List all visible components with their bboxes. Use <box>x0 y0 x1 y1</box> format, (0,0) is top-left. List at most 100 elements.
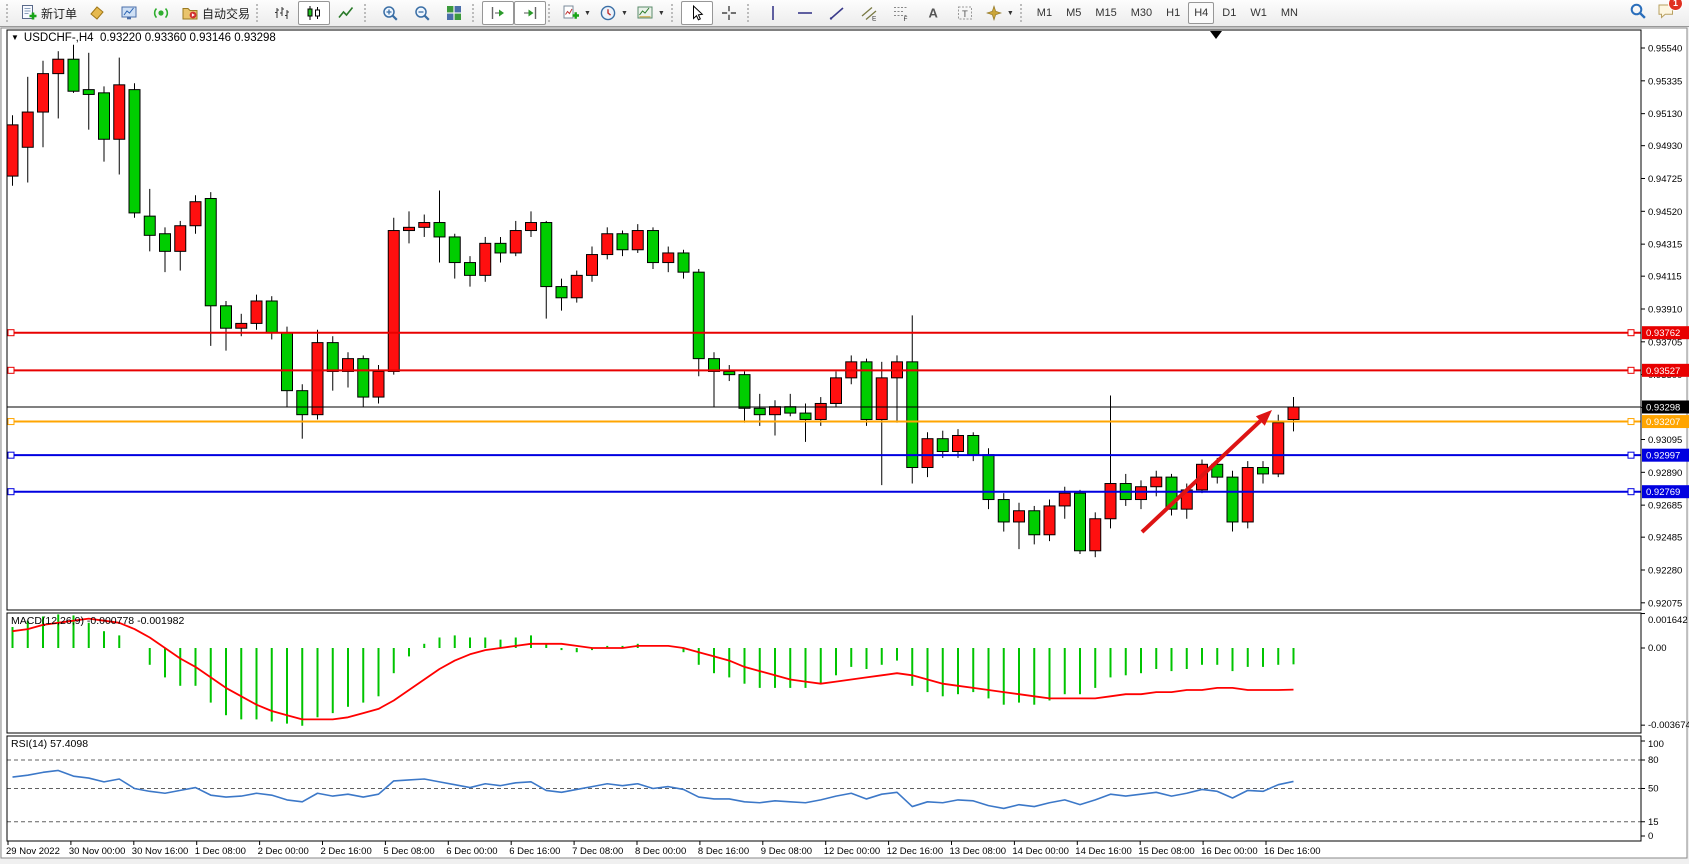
periods-button[interactable]: ▼ <box>595 1 632 25</box>
timeframe-m30-button[interactable]: M30 <box>1130 7 1153 19</box>
timeframe-m15-button[interactable]: M15 <box>1095 7 1117 19</box>
bar-chart-button[interactable] <box>266 1 298 25</box>
chart-shift-button[interactable] <box>514 1 547 25</box>
toolbar-group-handle[interactable] <box>1019 4 1026 22</box>
indicators-button[interactable]: ▼ <box>558 1 595 25</box>
candle <box>860 361 873 420</box>
time-axis-label: 30 Nov 16:00 <box>132 846 189 857</box>
vertical-line-button[interactable] <box>757 1 789 25</box>
candle <box>1241 467 1254 523</box>
line-chart-button[interactable] <box>330 1 362 25</box>
candle <box>1257 467 1269 475</box>
fibonacci-button[interactable]: F <box>885 1 917 25</box>
price-tag <box>1642 326 1689 340</box>
price-tag-label: 0.92997 <box>1646 451 1680 462</box>
candle <box>921 438 934 469</box>
search-button[interactable] <box>1629 2 1647 25</box>
candle <box>1135 486 1147 501</box>
bid-price-line[interactable]: 0.93298 <box>7 400 1689 414</box>
auto-scroll-button[interactable] <box>482 1 515 25</box>
line-handle <box>7 418 15 426</box>
toolbar-group-handle[interactable] <box>472 4 478 22</box>
styles-button[interactable] <box>81 1 113 25</box>
support-line-blue-1[interactable]: 0.92997 <box>7 448 1689 462</box>
search-icon <box>1630 3 1646 19</box>
resistance-line-1[interactable]: 0.93762 <box>7 326 1689 340</box>
price-axis-label: 0.93705 <box>1648 337 1682 348</box>
signals-button[interactable] <box>145 1 177 25</box>
support-line-blue-2[interactable]: 0.92769 <box>7 485 1689 499</box>
chart-canvas[interactable]: 0.95540 0.95335 0.95130 0.94930 0.94725 0.945… <box>0 27 1689 864</box>
rsi-axis-label: 15 <box>1648 817 1659 828</box>
main-price-pane[interactable] <box>6 44 1300 558</box>
cursor-button[interactable] <box>680 1 713 25</box>
rsi-pane[interactable]: 100 80 50 15 0 <box>7 739 1664 842</box>
trend-arrow-annotation[interactable] <box>1140 410 1272 534</box>
candle <box>799 412 812 420</box>
chat-button[interactable]: 1 <box>1657 0 1683 25</box>
time-axis[interactable]: 29 Nov 2022 30 Nov 00:00 30 Nov 16:00 1 Dec… <box>6 841 1321 857</box>
candle <box>448 236 461 264</box>
trendline-button[interactable] <box>821 1 853 25</box>
text-label-button[interactable]: T <box>949 1 981 25</box>
candle <box>281 332 293 392</box>
resistance-line-2[interactable]: 0.93527 <box>7 363 1689 377</box>
toolbar-group-handle[interactable] <box>670 4 677 22</box>
dropdown-caret-icon[interactable]: ▼ <box>1006 9 1014 17</box>
line-handle <box>7 329 15 337</box>
candle <box>814 402 827 420</box>
candle <box>570 274 583 299</box>
candlestick-button[interactable] <box>298 1 331 25</box>
macd-pane[interactable]: 0.001642 0.00 -0.003674 <box>11 613 1689 732</box>
dropdown-caret-icon[interactable]: ▼ <box>620 9 628 17</box>
arrows-button[interactable]: ▼ <box>981 1 1018 25</box>
price-axis-label: 0.92280 <box>1648 565 1682 576</box>
text-button[interactable]: A <box>917 1 949 25</box>
candle <box>159 233 171 252</box>
timeframe-m5-button[interactable]: M5 <box>1066 7 1082 19</box>
toolbar-group-handle[interactable] <box>548 4 554 22</box>
templates-button[interactable]: ▼ <box>632 1 669 25</box>
timeframe-h4-button[interactable]: H4 <box>1188 2 1215 24</box>
zoom-out-button[interactable] <box>406 1 438 25</box>
support-line-orange[interactable]: 0.93207 <box>7 415 1689 429</box>
time-axis-label: 16 Dec 00:00 <box>1201 846 1258 857</box>
tile-windows-button[interactable] <box>438 1 470 25</box>
new-order-button[interactable]: 新订单 <box>16 1 81 25</box>
price-tag-label: 0.93762 <box>1646 328 1680 339</box>
channel-button[interactable]: E <box>853 1 885 25</box>
chart-shift-marker-icon[interactable] <box>1210 31 1222 39</box>
macd-axis-label: 0.00 <box>1648 643 1667 654</box>
crosshair-button[interactable] <box>713 1 745 25</box>
toolbar-group-handle[interactable] <box>256 4 262 22</box>
toolbar-group-handle[interactable] <box>6 4 12 22</box>
time-axis-label: 14 Dec 00:00 <box>1012 846 1069 857</box>
timeframe-w1-button[interactable]: W1 <box>1250 7 1267 19</box>
candles-layer <box>6 44 1300 558</box>
zoom-in-button[interactable] <box>374 1 406 25</box>
candle <box>830 377 842 404</box>
price-axis-label: 0.95540 <box>1648 44 1682 55</box>
candle <box>464 262 476 276</box>
hline-icon <box>797 12 812 14</box>
styles-icon <box>90 6 104 20</box>
timeframe-mn-button[interactable]: MN <box>1280 7 1298 19</box>
rsi-axis-label: 80 <box>1648 755 1659 766</box>
timeframe-m1-button[interactable]: M1 <box>1036 7 1053 19</box>
time-axis-label: 12 Dec 16:00 <box>887 846 944 857</box>
dropdown-caret-icon[interactable]: ▼ <box>584 9 591 17</box>
price-axis-label: 0.94115 <box>1648 272 1682 283</box>
toolbar-group-handle[interactable] <box>746 4 753 22</box>
dropdown-caret-icon[interactable]: ▼ <box>657 9 665 17</box>
autotrading-button[interactable]: 自动交易 <box>177 1 254 25</box>
time-axis-label: 6 Dec 00:00 <box>446 846 497 857</box>
price-axis-label: 0.94930 <box>1648 141 1682 152</box>
horizontal-line-button[interactable] <box>789 1 821 25</box>
timeframe-d1-button[interactable]: D1 <box>1222 7 1237 19</box>
channel-icon: E <box>861 7 877 22</box>
toolbar-group-handle[interactable] <box>364 4 370 22</box>
market-watch-button[interactable] <box>113 1 145 25</box>
time-axis-label: 30 Nov 00:00 <box>69 846 126 857</box>
timeframe-h1-button[interactable]: H1 <box>1166 7 1181 19</box>
svg-text:F: F <box>903 16 907 22</box>
